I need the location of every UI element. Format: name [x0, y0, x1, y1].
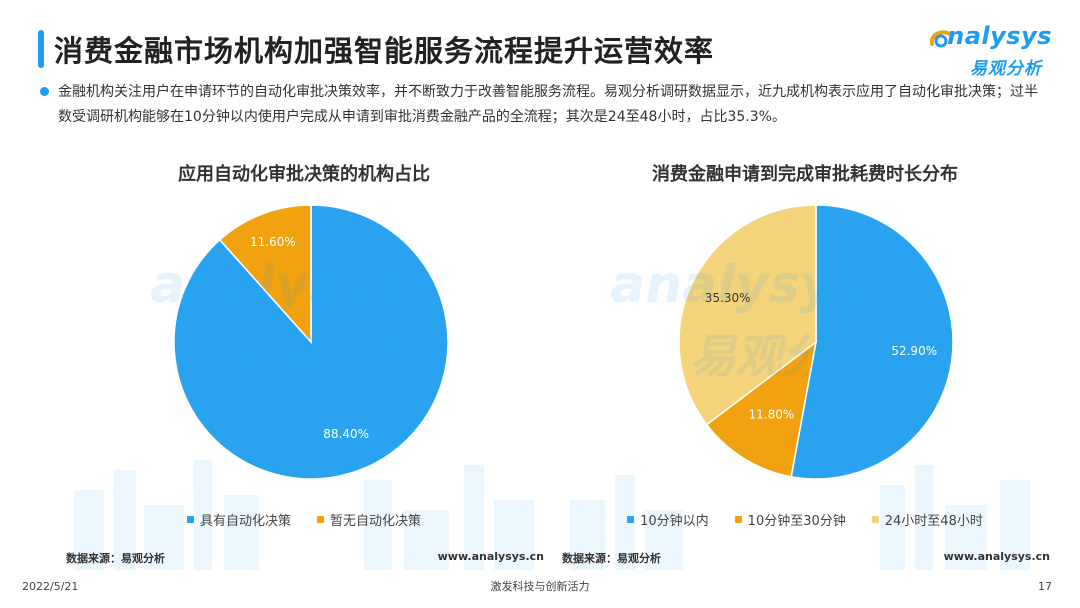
- legend-item: 具有自动化决策: [186, 510, 291, 529]
- legend-swatch: [627, 516, 635, 523]
- slice-value-label: 11.60%: [250, 235, 296, 249]
- logo-swoosh-icon: [929, 30, 952, 48]
- slice-value-label: 88.40%: [323, 427, 369, 441]
- analysys-logo: nalysys 易观分析: [922, 22, 1052, 82]
- chart-panel-left: 应用自动化审批决策的机构占比 88.40% 11.60% 具有自动化决策 暂无自动…: [64, 140, 544, 570]
- chart-title: 应用自动化审批决策的机构占比: [178, 164, 430, 185]
- legend-label: 24小时至48小时: [884, 514, 983, 529]
- page-title: 消费金融市场机构加强智能服务流程提升运营效率: [54, 34, 715, 68]
- source-url: www.analysys.cn: [943, 550, 1050, 563]
- legend-label: 暂无自动化决策: [330, 514, 422, 529]
- slice-value-label: 11.80%: [749, 407, 795, 421]
- city-skyline-decoration: [74, 460, 534, 570]
- pie-slice: [678, 204, 817, 426]
- legend-item: 10分钟以内: [627, 510, 709, 529]
- legend-label: 10分钟以内: [640, 514, 709, 529]
- legend-label: 具有自动化决策: [199, 514, 291, 529]
- legend-swatch: [734, 516, 742, 523]
- footer-slogan: 激发科技与创新活力: [490, 580, 590, 593]
- data-source: 数据来源：易观分析: [66, 552, 165, 565]
- title-accent-bar: [38, 30, 44, 68]
- logo-wordmark: nalysys: [947, 22, 1052, 50]
- pie-chart-automation: 88.40% 11.60%: [173, 204, 449, 480]
- footer-date: 2022/5/21: [22, 580, 79, 593]
- legend-item: 10分钟至30分钟: [734, 510, 846, 529]
- intro-paragraph: 金融机构关注用户在申请环节的自动化审批决策效率，并不断致力于改善智能服务流程。易…: [58, 84, 1038, 125]
- chart-panel-right: 消费金融申请到完成审批耗费时长分布 52.90% 11.80% 35.30% 10分…: [560, 140, 1050, 570]
- city-skyline-decoration: [570, 465, 1030, 570]
- pie-slice: [705, 340, 818, 478]
- legend-item: 暂无自动化决策: [317, 510, 421, 529]
- legend-label: 10分钟至30分钟: [747, 514, 846, 529]
- legend-swatch: [186, 516, 194, 523]
- pie-slice: [218, 204, 312, 344]
- chart-title: 消费金融申请到完成审批耗费时长分布: [652, 164, 958, 185]
- legend-swatch: [871, 516, 879, 523]
- bullet-dot: [40, 87, 49, 96]
- logo-chinese: 易观分析: [970, 59, 1042, 79]
- legend: 10分钟以内 10分钟至30分钟 24小时至48小时: [560, 510, 1050, 529]
- slice-value-label: 52.90%: [891, 344, 937, 358]
- legend: 具有自动化决策 暂无自动化决策: [64, 510, 544, 529]
- legend-item: 24小时至48小时: [871, 510, 983, 529]
- page-number: 17: [1038, 580, 1052, 593]
- pie-chart-duration: 52.90% 11.80% 35.30%: [678, 204, 954, 480]
- legend-swatch: [317, 516, 324, 523]
- data-source: 数据来源：易观分析: [562, 552, 661, 565]
- pie-slice: [790, 204, 954, 480]
- slice-value-label: 35.30%: [705, 291, 751, 305]
- source-url: www.analysys.cn: [437, 550, 544, 563]
